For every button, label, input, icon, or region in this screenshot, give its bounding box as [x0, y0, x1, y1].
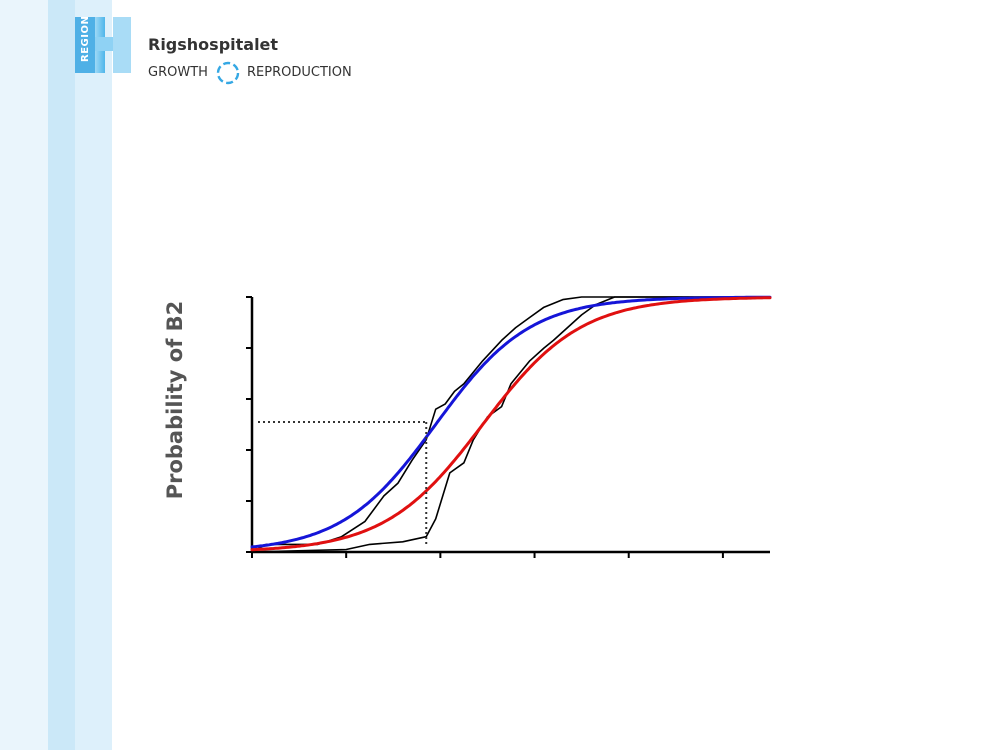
empirical-curve — [251, 296, 770, 553]
empirical-curve — [251, 296, 770, 553]
fitted-curve — [250, 296, 772, 552]
region-h-logo-icon — [75, 17, 131, 73]
tagline-reproduction: REPRODUCTION — [247, 65, 352, 80]
side-stripe — [48, 0, 75, 750]
fitted-curve — [250, 295, 772, 549]
tagline-growth: GROWTH — [148, 65, 208, 80]
side-stripe — [75, 0, 112, 750]
hospital-name: Rigshospitalet — [148, 35, 279, 54]
cycle-arrows-icon — [216, 61, 240, 85]
side-stripe — [0, 0, 48, 750]
y-axis-label: Probability of B2 — [163, 300, 187, 500]
